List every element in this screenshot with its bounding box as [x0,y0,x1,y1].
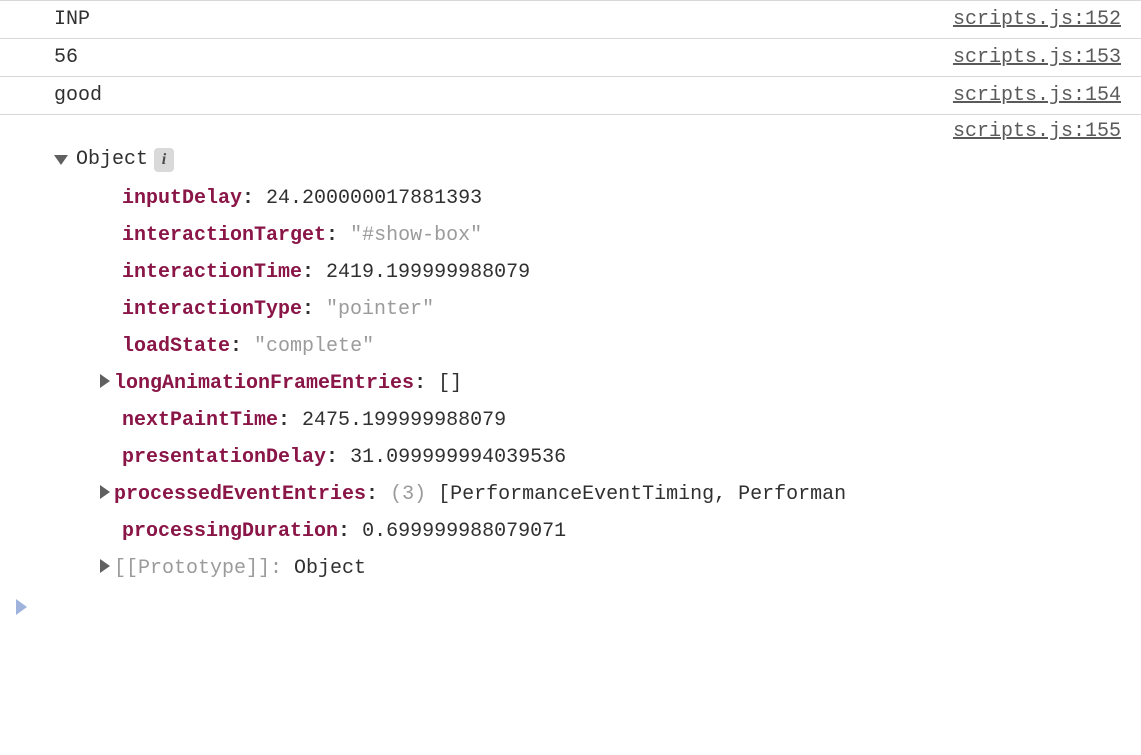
property-value[interactable]: [] [438,369,462,398]
object-property: longAnimationFrameEntries: [] [100,365,953,402]
chevron-right-icon [16,599,27,615]
object-property: processedEventEntries: (3) [PerformanceE… [100,476,953,513]
property-key[interactable]: processedEventEntries [114,480,366,509]
prototype-value[interactable]: Object [294,554,366,583]
object-prototype: [[Prototype]]: Object [100,550,953,587]
prototype-key[interactable]: [[Prototype]] [114,554,270,583]
info-icon[interactable]: i [154,148,174,172]
disclosure-triangle-icon[interactable] [54,155,68,165]
property-value: 31.099999994039536 [350,443,566,472]
property-value[interactable]: [PerformanceEventTiming, Performan [426,480,846,509]
log-message: INP [54,5,90,34]
property-key[interactable]: processingDuration [122,517,338,546]
source-link[interactable]: scripts.js:152 [953,5,1121,34]
console-panel: INP scripts.js:152 56 scripts.js:153 goo… [0,0,1141,623]
log-row: 56 scripts.js:153 [0,39,1141,77]
object-property: interactionType: "pointer" [100,291,953,328]
property-value: 24.200000017881393 [266,184,482,213]
object-property: nextPaintTime: 2475.199999988079 [100,402,953,439]
property-key[interactable]: interactionTime [122,258,302,287]
object-property: presentationDelay: 31.099999994039536 [100,439,953,476]
object-property: loadState: "complete" [100,328,953,365]
property-value: 0.699999988079071 [362,517,566,546]
object-property: interactionTarget: "#show-box" [100,217,953,254]
property-value: 2475.199999988079 [302,406,506,435]
property-key[interactable]: loadState [122,332,230,361]
disclosure-triangle-icon[interactable] [100,485,110,499]
object-property: processingDuration: 0.699999988079071 [100,513,953,550]
property-value: 2419.199999988079 [326,258,530,287]
log-row-object: Object i inputDelay: 24.200000017881393 … [0,115,1141,593]
log-row: good scripts.js:154 [0,77,1141,115]
property-key[interactable]: longAnimationFrameEntries [114,369,414,398]
source-link[interactable]: scripts.js:154 [953,81,1121,110]
log-row: INP scripts.js:152 [0,0,1141,39]
object-properties: inputDelay: 24.200000017881393 interacti… [54,174,953,587]
property-value: "#show-box" [350,221,482,250]
property-key[interactable]: interactionType [122,295,302,324]
disclosure-triangle-icon[interactable] [100,559,110,573]
property-value: "complete" [254,332,374,361]
property-key[interactable]: inputDelay [122,184,242,213]
object-property: inputDelay: 24.200000017881393 [100,180,953,217]
source-link[interactable]: scripts.js:153 [953,43,1121,72]
property-value: "pointer" [326,295,434,324]
object-label[interactable]: Object [76,145,148,174]
log-message: good [54,81,102,110]
console-input-row[interactable] [0,593,1141,623]
property-key[interactable]: interactionTarget [122,221,326,250]
property-key[interactable]: nextPaintTime [122,406,278,435]
source-link[interactable]: scripts.js:155 [953,117,1121,146]
disclosure-triangle-icon[interactable] [100,374,110,388]
array-count: (3) [390,480,426,509]
log-message: 56 [54,43,78,72]
property-key[interactable]: presentationDelay [122,443,326,472]
object-property: interactionTime: 2419.199999988079 [100,254,953,291]
